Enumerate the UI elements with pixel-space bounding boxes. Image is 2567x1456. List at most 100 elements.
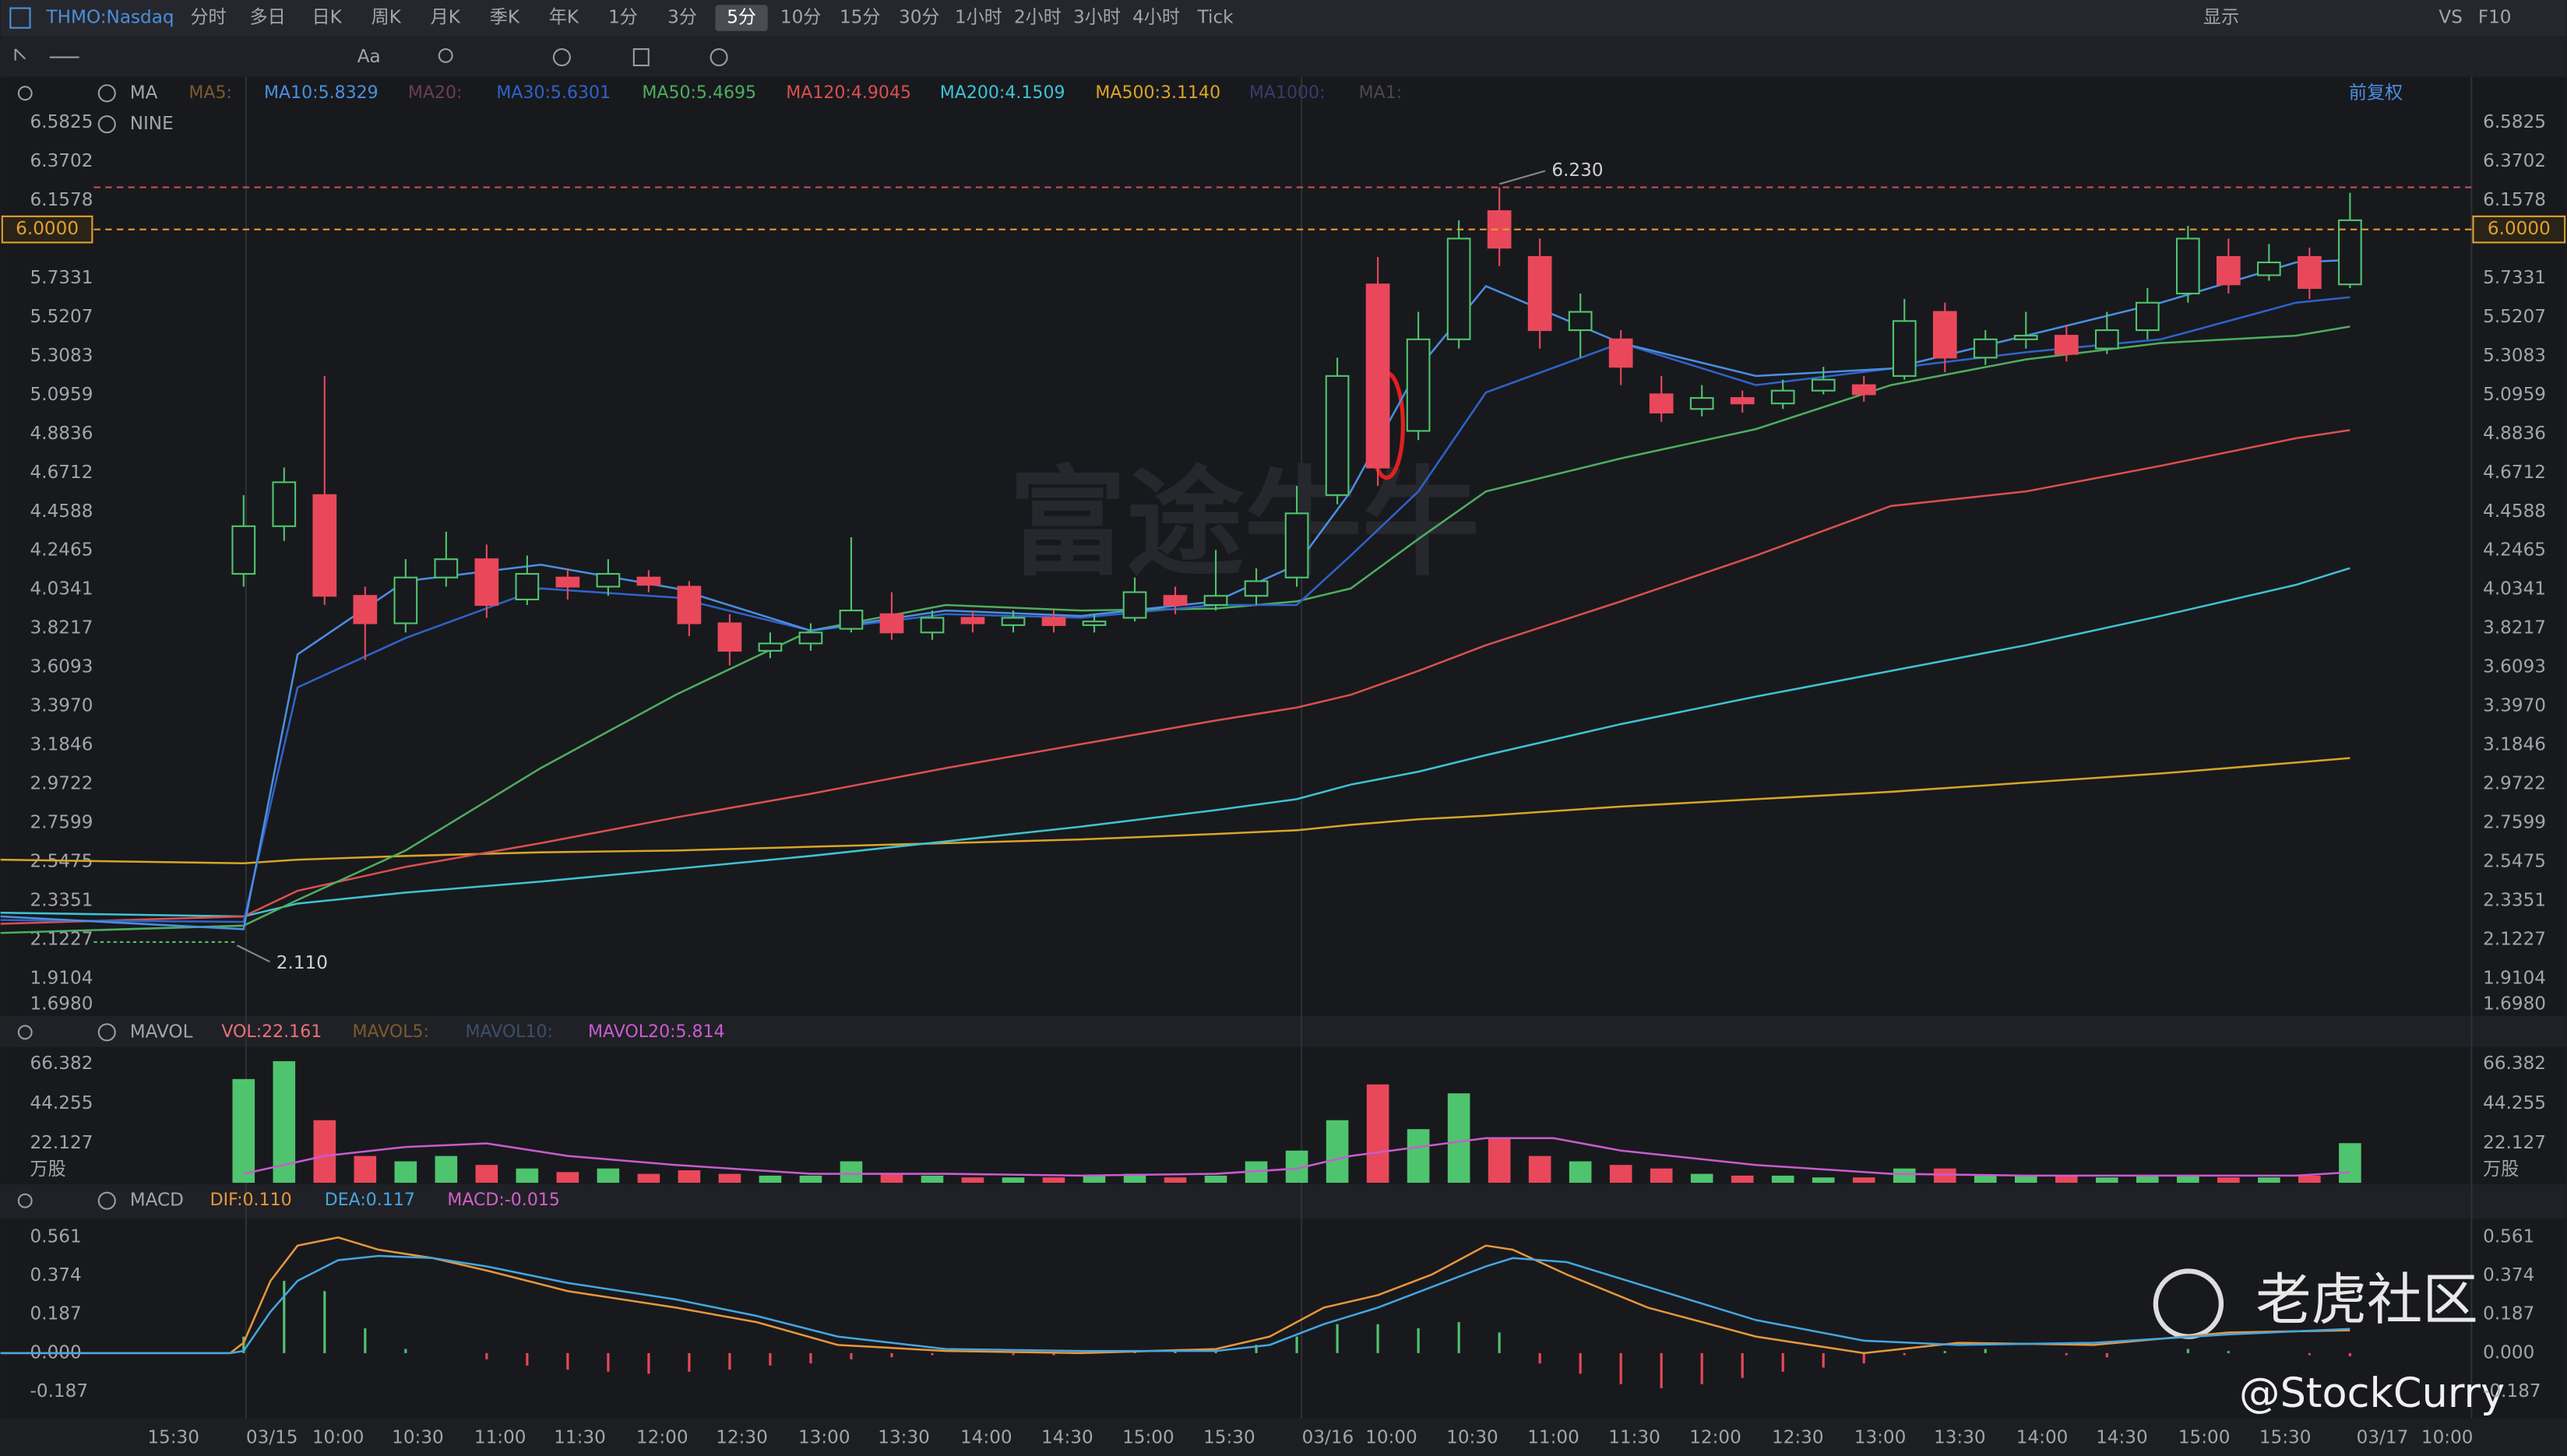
legend-entry-inactive: MAVOL10: — [465, 1022, 553, 1042]
close-icon[interactable] — [97, 115, 116, 134]
symbol[interactable]: THMO:Nasdaq — [46, 8, 174, 28]
period-tab[interactable]: 1分 — [608, 8, 638, 28]
x-tick-label: 15:30 — [2259, 1427, 2312, 1447]
x-tick-label: 03/17 — [2357, 1427, 2409, 1447]
top-toolbar — [0, 0, 2567, 37]
f10-button[interactable]: F10 — [2478, 8, 2512, 28]
volume-bar — [394, 1161, 417, 1183]
x-tick-label: 13:30 — [878, 1427, 930, 1447]
y-tick-label: 1.9104 — [30, 968, 93, 988]
text-tool[interactable]: Aa — [357, 47, 381, 67]
period-tab[interactable]: 月K — [431, 8, 461, 28]
y-tick-label: 5.7331 — [2483, 268, 2546, 288]
period-tab[interactable]: Tick — [1197, 8, 1234, 28]
volume-bar — [1447, 1093, 1470, 1183]
period-tab[interactable]: 30分 — [899, 8, 940, 28]
candle-body — [1527, 255, 1552, 332]
period-tab[interactable]: 2小时 — [1014, 8, 1062, 28]
y-tick-label: 0.374 — [2483, 1265, 2534, 1285]
period-tab[interactable]: 3小时 — [1073, 8, 1121, 28]
candle-body — [1851, 384, 1876, 396]
x-tick-label: 11:00 — [1527, 1427, 1579, 1447]
legend-entry: MACD:-0.015 — [447, 1190, 560, 1210]
candle-body — [2135, 301, 2160, 332]
max-pointer — [1498, 170, 1546, 185]
y-tick-label: 0.374 — [30, 1265, 82, 1285]
volume-bar — [718, 1173, 741, 1183]
candle-body — [1446, 237, 1471, 340]
legend-entry-inactive: MAVOL5: — [352, 1022, 428, 1042]
volume-bar — [759, 1175, 782, 1183]
y-tick-label: 3.8217 — [2483, 618, 2546, 638]
close-icon[interactable] — [97, 1023, 116, 1042]
period-tab[interactable]: 5分 — [727, 8, 756, 28]
period-tab[interactable]: 周K — [371, 8, 402, 28]
eye-tool[interactable] — [552, 47, 571, 67]
volume-bar — [880, 1173, 903, 1183]
delete-tool[interactable] — [632, 47, 650, 67]
x-tick-label: 15:30 — [1203, 1427, 1255, 1447]
period-tab[interactable]: 分时 — [190, 8, 226, 28]
candle-body — [839, 610, 864, 630]
pointer-tool[interactable] — [14, 48, 26, 61]
max-label: 6.230 — [1551, 160, 1603, 181]
settings-icon[interactable] — [17, 1025, 33, 1040]
y-tick-label: 4.0341 — [2483, 579, 2546, 600]
settings-tool[interactable] — [710, 47, 728, 67]
close-icon[interactable] — [97, 1191, 116, 1210]
volume-bar — [961, 1177, 984, 1183]
y-tick-label: 3.8217 — [30, 618, 93, 638]
y-tick-label: 0.187 — [30, 1304, 82, 1324]
candle-body — [798, 631, 823, 645]
volume-bar — [2014, 1175, 2037, 1183]
y-tick-label: 0.000 — [2483, 1342, 2534, 1363]
period-tab[interactable]: 年K — [549, 8, 579, 28]
search-tool[interactable] — [438, 47, 453, 63]
community-watermark: 老虎社区 — [2255, 1268, 2478, 1332]
macd-panel — [0, 1219, 2567, 1419]
period-tab[interactable]: 3分 — [667, 8, 697, 28]
y-tick-label: 0.561 — [2483, 1226, 2534, 1247]
macd-line — [0, 1254, 2350, 1355]
candle-body — [1244, 580, 1269, 597]
period-tab[interactable]: 日K — [312, 8, 343, 28]
y-tick-label: -0.187 — [2483, 1381, 2541, 1401]
settings-icon[interactable] — [17, 86, 33, 101]
x-tick-label: 14:30 — [1041, 1427, 1093, 1447]
min-pointer — [236, 944, 270, 963]
volume-panel — [0, 1046, 2567, 1185]
period-tab[interactable]: 4小时 — [1132, 8, 1180, 28]
legend-entry-inactive: MA1000: — [1249, 83, 1326, 103]
y-tick-label: 4.2465 — [30, 540, 93, 561]
y-tick-label: 4.6712 — [2483, 462, 2546, 483]
y-tick-label: 1.6980 — [2483, 994, 2546, 1015]
candle-body — [596, 572, 621, 588]
period-tab[interactable]: 15分 — [840, 8, 881, 28]
close-icon[interactable] — [97, 84, 116, 103]
active-period — [715, 5, 768, 31]
settings-icon[interactable] — [17, 1193, 33, 1208]
volume-bar — [475, 1165, 498, 1183]
vs-button[interactable]: VS — [2438, 8, 2462, 28]
candle-body — [677, 586, 702, 624]
period-tab[interactable]: 10分 — [780, 8, 822, 28]
legend-entry: MA500:3.1140 — [1095, 83, 1220, 103]
y-tick-label: 6.1578 — [2483, 190, 2546, 210]
volume-bar — [1366, 1084, 1389, 1183]
volume-bar — [1852, 1177, 1875, 1183]
y-tick-label: 5.3083 — [30, 346, 93, 366]
candle-body — [474, 558, 499, 607]
indicator-name: MACD — [130, 1190, 184, 1211]
period-tab[interactable]: 1小时 — [955, 8, 1002, 28]
window-icon[interactable] — [9, 7, 31, 29]
x-tick-label: 10:00 — [312, 1427, 364, 1447]
y-tick-label: 4.4588 — [2483, 501, 2546, 522]
y-tick-label: 万股 — [2483, 1159, 2519, 1180]
period-tab[interactable]: 季K — [490, 8, 520, 28]
ma-line — [0, 429, 2350, 925]
display-menu[interactable]: 显示 — [2203, 8, 2239, 28]
ma-line — [0, 567, 2350, 918]
period-tab[interactable]: 多日 — [250, 8, 286, 28]
drawing-toolbar — [0, 36, 2567, 77]
